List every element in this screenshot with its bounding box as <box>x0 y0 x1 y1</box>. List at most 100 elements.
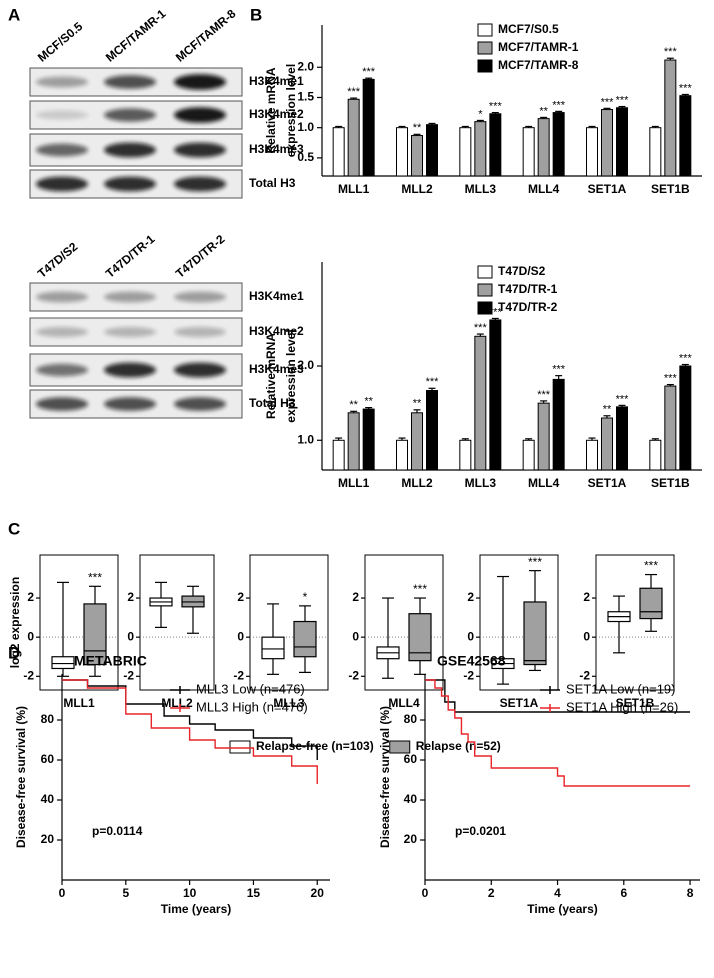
band <box>36 327 88 337</box>
y-tick-label: -2 <box>579 668 590 682</box>
band <box>104 397 156 411</box>
bar <box>347 98 360 177</box>
bar <box>411 135 423 177</box>
y-tick-label: 0 <box>237 629 244 643</box>
lane-label: MCF/S0.5 <box>35 19 86 65</box>
lane-label: MCF/TAMR-1 <box>103 6 169 64</box>
bar <box>586 439 598 471</box>
box <box>51 656 75 670</box>
x-tick-label: SET1B <box>651 182 690 196</box>
band <box>174 397 226 411</box>
significance: *** <box>362 66 376 78</box>
y-tick-label: 0 <box>352 629 359 643</box>
bar <box>362 408 375 471</box>
row-label: H3K4me3 <box>249 142 304 156</box>
bar <box>396 439 408 471</box>
bar <box>474 121 487 177</box>
panel-frame <box>364 554 444 691</box>
bar <box>586 127 598 177</box>
x-tick-label: SET1A <box>588 476 627 490</box>
box <box>293 620 317 658</box>
band <box>174 74 226 90</box>
x-tick-label: MLL1 <box>338 476 370 490</box>
x-tick-label: 2 <box>488 886 495 900</box>
y-tick-label: -2 <box>463 668 474 682</box>
bar <box>332 127 345 177</box>
bar <box>489 113 502 177</box>
x-tick-label: MLL2 <box>401 476 433 490</box>
y-tick-label: 2 <box>583 590 590 604</box>
bar <box>426 390 438 471</box>
y-tick-label: 2 <box>352 590 359 604</box>
significance: * <box>303 590 308 604</box>
panel-label: A <box>8 5 20 24</box>
legend-swatch <box>477 41 493 55</box>
significance: *** <box>664 372 678 384</box>
significance: *** <box>528 555 542 569</box>
box <box>83 603 107 666</box>
legend-label: Relapse (n=52) <box>416 739 501 753</box>
significance: *** <box>537 389 551 401</box>
legend-label: T47D/TR-2 <box>498 300 558 314</box>
y-tick-label: 60 <box>41 752 55 766</box>
y-tick-label: 2 <box>237 590 244 604</box>
bar <box>537 118 550 177</box>
x-tick-label: 0 <box>422 886 429 900</box>
survival-curve <box>425 679 691 787</box>
y-tick-label: 80 <box>41 712 55 726</box>
y-axis-label: Disease-free survival (%) <box>14 706 28 848</box>
legend-label: MLL3 Low (n=476) <box>196 681 305 696</box>
bar <box>649 439 662 471</box>
bar <box>601 417 613 471</box>
y-tick-label: 20 <box>41 832 55 846</box>
band <box>36 397 88 411</box>
legend-swatch <box>389 740 411 754</box>
band <box>104 362 156 378</box>
y-axis-label: Relative mRNA <box>264 67 278 153</box>
row-label: H3K4me2 <box>249 107 304 121</box>
chart-title: GSE42568 <box>437 653 506 669</box>
x-axis-label: Time (years) <box>527 902 597 916</box>
y-tick-label: 20 <box>404 832 418 846</box>
bar <box>552 378 565 471</box>
legend-label: MCF7/TAMR-1 <box>498 40 579 54</box>
survival-curve <box>62 679 318 784</box>
panel-label: D <box>8 643 20 662</box>
x-tick-label: MLL4 <box>528 182 560 196</box>
significance: *** <box>552 99 566 111</box>
legend-label: SET1A Low (n=19) <box>566 681 675 696</box>
legend-swatch <box>477 283 493 297</box>
y-tick-label: 0 <box>27 629 34 643</box>
x-tick-label: 6 <box>620 886 627 900</box>
x-tick-label: MLL4 <box>388 696 420 710</box>
band <box>174 142 226 158</box>
y-axis-label: expression level <box>284 329 298 422</box>
x-tick-label: SET1A <box>500 696 539 710</box>
significance: *** <box>88 570 102 584</box>
band <box>36 363 88 377</box>
bar <box>362 78 375 177</box>
bar <box>552 112 565 177</box>
y-tick-label: 80 <box>404 712 418 726</box>
row-label: Total H3 <box>249 176 296 190</box>
x-tick-label: 0 <box>59 886 66 900</box>
significance: *** <box>664 46 678 58</box>
y-tick-label: 1.5 <box>297 90 314 104</box>
panel-frame <box>595 554 675 691</box>
x-tick-label: MLL2 <box>161 696 193 710</box>
legend-swatch <box>477 301 493 315</box>
row-label: H3K4me1 <box>249 74 304 88</box>
bar <box>522 439 535 471</box>
y-tick-label: 40 <box>404 792 418 806</box>
y-tick-label: -2 <box>23 668 34 682</box>
significance: *** <box>552 364 566 376</box>
row-label: H3K4me1 <box>249 289 304 303</box>
bar <box>664 59 677 177</box>
bar <box>679 95 692 177</box>
panel-frame <box>249 554 329 691</box>
significance: ** <box>413 398 422 410</box>
band <box>104 142 156 158</box>
x-tick-label: MLL2 <box>401 182 433 196</box>
survival-curve <box>62 679 318 760</box>
